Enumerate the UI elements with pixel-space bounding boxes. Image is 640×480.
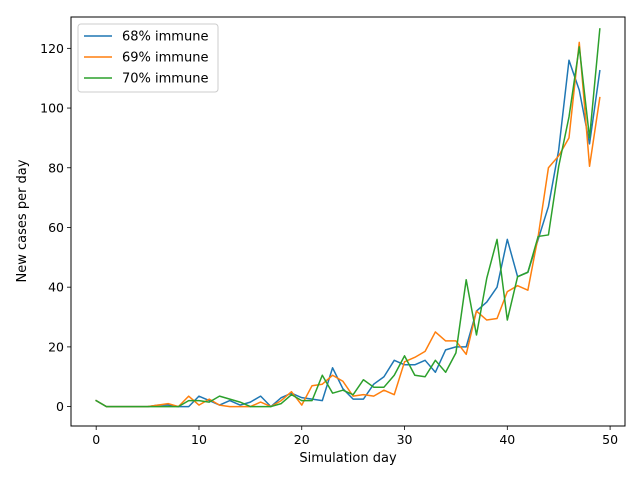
series-layer xyxy=(95,28,601,408)
y-tick-label: 100 xyxy=(40,101,64,116)
y-tick-label: 20 xyxy=(48,339,64,354)
y-axis-label: New cases per day xyxy=(15,159,30,282)
legend-label-2: 70% immune xyxy=(122,72,208,87)
legend-items: 68% immune 69% immune 70% immune xyxy=(84,30,208,87)
legend-label-0: 68% immune xyxy=(122,30,208,45)
plot-frame xyxy=(70,16,626,427)
y-tick-label: 0 xyxy=(56,399,64,414)
series-line-2 xyxy=(95,28,601,408)
x-tick-label: 30 xyxy=(397,432,413,447)
y-tick-label: 60 xyxy=(48,220,64,235)
series-line-1 xyxy=(95,41,601,408)
legend: 68% immune 69% immune 70% immune xyxy=(77,23,219,93)
y-axis: 0 20 40 60 80 100 120 xyxy=(40,41,71,414)
series-line-0 xyxy=(95,59,601,408)
x-tick-label: 0 xyxy=(92,432,100,447)
y-tick-label: 80 xyxy=(48,160,64,175)
x-tick-label: 20 xyxy=(294,432,310,447)
legend-frame xyxy=(77,23,219,93)
x-axis: 0 10 20 30 40 50 xyxy=(92,426,618,447)
y-tick-label: 40 xyxy=(48,280,64,295)
x-tick-label: 40 xyxy=(499,432,515,447)
legend-label-1: 69% immune xyxy=(122,51,208,66)
x-axis-label: Simulation day xyxy=(299,451,397,466)
y-tick-label: 120 xyxy=(40,41,64,56)
x-tick-label: 10 xyxy=(191,432,207,447)
x-tick-label: 50 xyxy=(602,432,618,447)
